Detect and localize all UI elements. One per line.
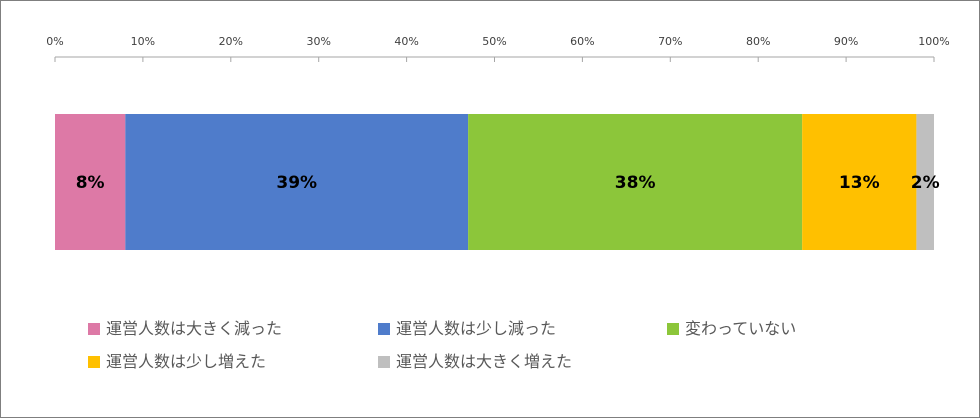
segment-value-label: 39% (276, 173, 317, 193)
segment-value-label: 8% (76, 173, 105, 193)
x-tick-label: 100% (918, 35, 949, 48)
x-tick-label: 40% (394, 35, 418, 48)
legend-swatch (667, 323, 679, 335)
x-tick-label: 80% (746, 35, 770, 48)
legend-swatch (378, 356, 390, 368)
legend-label: 変わっていない (685, 319, 797, 338)
segment-value-label: 38% (615, 173, 656, 193)
bar-segment (468, 114, 803, 250)
x-tick-label: 70% (658, 35, 682, 48)
legend-label: 運営人数は大きく減った (106, 319, 283, 338)
bar-segment (802, 114, 917, 250)
x-tick-label: 50% (482, 35, 506, 48)
legend-swatch (378, 323, 390, 335)
segment-labels: 8% 39% 38% 13% 2% (76, 173, 940, 193)
x-tick-label: 20% (219, 35, 243, 48)
segment-value-label: 13% (839, 173, 880, 193)
x-tick-label: 0% (46, 35, 63, 48)
x-tick-label: 60% (570, 35, 594, 48)
legend-swatch (88, 356, 100, 368)
x-tick-label: 10% (131, 35, 155, 48)
bar-segment (125, 114, 469, 250)
legend-label: 運営人数は少し減った (396, 319, 557, 338)
segment-value-label: 2% (911, 173, 940, 193)
legend-label: 運営人数は大きく増えた (396, 352, 573, 371)
legend-label: 運営人数は少し増えた (106, 352, 267, 371)
x-tick-label: 30% (306, 35, 330, 48)
legend-swatch (88, 323, 100, 335)
x-axis: 0% 10% 20% 30% 40% 50% 60% 70% 80% 90% 100% (46, 35, 950, 62)
bar-segments (55, 114, 934, 250)
x-tick-label: 90% (834, 35, 858, 48)
bar-segment (916, 114, 934, 250)
bar-segment (55, 114, 126, 250)
